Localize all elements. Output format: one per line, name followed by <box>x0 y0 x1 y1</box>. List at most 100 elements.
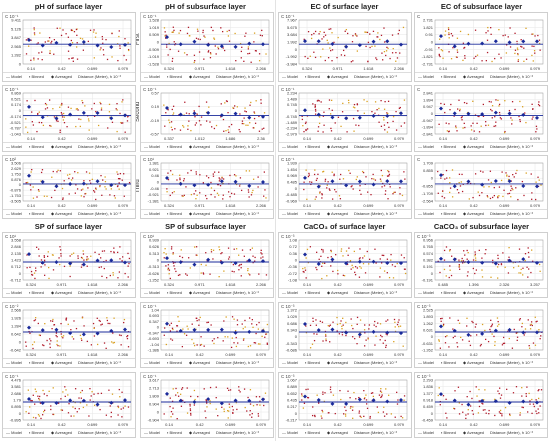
data-point <box>25 126 27 128</box>
averaged-marker <box>123 113 127 118</box>
averaged-marker <box>303 175 307 180</box>
data-point <box>175 394 177 396</box>
data-point <box>34 317 37 319</box>
data-point <box>535 198 537 201</box>
data-point <box>400 254 403 256</box>
data-point <box>210 324 212 326</box>
data-point <box>108 401 110 404</box>
data-point <box>217 48 220 50</box>
y-tick-label: 1.377 <box>423 391 434 396</box>
data-point <box>449 317 451 319</box>
data-point <box>533 50 536 52</box>
data-point <box>190 193 193 196</box>
data-point <box>508 192 511 195</box>
data-point <box>474 255 476 257</box>
y-tick-label: 0.869 <box>11 91 22 96</box>
data-point <box>76 42 78 44</box>
averaged-marker <box>316 261 321 266</box>
data-point <box>235 345 238 348</box>
data-point <box>244 406 246 409</box>
averaged-marker <box>219 401 224 406</box>
data-point <box>124 38 126 40</box>
data-point <box>247 269 249 272</box>
data-point <box>247 46 250 48</box>
data-point <box>119 47 121 49</box>
data-point <box>240 267 242 269</box>
data-point <box>328 188 331 190</box>
data-point <box>35 417 37 419</box>
plot-frame <box>160 239 270 281</box>
data-point <box>241 249 244 251</box>
data-point <box>43 344 45 347</box>
data-point <box>510 260 512 263</box>
data-point <box>250 61 252 63</box>
data-point <box>352 336 354 338</box>
data-point <box>445 412 447 414</box>
data-point <box>307 396 309 399</box>
data-point <box>532 260 534 262</box>
data-point <box>317 126 320 128</box>
averaged-marker <box>68 112 73 117</box>
data-point <box>501 413 503 415</box>
x-tick-label: 0.979 <box>394 422 405 427</box>
data-point <box>394 416 396 418</box>
y-tick-label: -1.252 <box>148 278 160 283</box>
data-point <box>475 323 477 325</box>
data-point <box>118 388 120 391</box>
data-point <box>321 193 323 195</box>
data-point <box>203 345 205 347</box>
legend-averaged: ◆ Averaged <box>189 290 211 295</box>
data-point <box>441 317 443 320</box>
data-point <box>525 395 527 397</box>
legend-averaged: ◆ Averaged <box>189 144 211 149</box>
x-tick-label: 1.618 <box>225 203 236 208</box>
data-point <box>57 120 59 122</box>
legend-model: — Model <box>282 430 299 435</box>
data-point <box>532 403 535 405</box>
data-point <box>217 183 220 186</box>
data-point <box>349 397 351 399</box>
y-tick-label: 0.626 <box>149 244 160 249</box>
averaged-marker <box>521 39 526 44</box>
data-point <box>113 317 115 319</box>
data-point <box>481 402 483 405</box>
plot-frame <box>434 309 544 351</box>
data-point <box>522 274 524 276</box>
variogram-plot: 1.080.720.360-0.36-0.72-1.080.14 0.42 0.69… <box>288 238 408 287</box>
data-point <box>57 402 60 404</box>
data-point <box>45 104 48 106</box>
data-point <box>456 37 459 39</box>
data-point <box>127 48 130 51</box>
data-point <box>58 257 60 259</box>
data-point <box>95 188 97 190</box>
data-point <box>40 259 43 261</box>
data-point <box>403 257 405 259</box>
data-point <box>378 121 380 123</box>
x-tick-label: 0.42 <box>334 422 343 427</box>
data-point <box>340 248 343 250</box>
data-point <box>104 180 107 183</box>
x-tick-label: 0.14 <box>27 136 36 141</box>
data-point <box>70 329 72 331</box>
y-tick-label: 1.019 <box>149 25 160 30</box>
averaged-marker <box>493 178 498 183</box>
data-point <box>452 336 454 339</box>
y-tick-label: 0.855 <box>423 168 434 173</box>
data-point <box>443 197 446 199</box>
data-point <box>61 336 63 338</box>
data-point <box>122 122 124 124</box>
data-point <box>105 277 108 279</box>
data-point <box>225 316 227 318</box>
data-point <box>310 183 312 186</box>
data-point <box>53 324 55 326</box>
data-point <box>87 258 89 260</box>
data-point <box>490 276 492 278</box>
legend-model: — Model <box>282 74 299 79</box>
data-point <box>380 169 382 172</box>
averaged-marker <box>521 257 526 262</box>
legend-distance: Distance (Meter), h 10⁻² <box>216 144 260 149</box>
y-tick-label: 0.382 <box>423 258 434 263</box>
data-point <box>307 388 309 390</box>
